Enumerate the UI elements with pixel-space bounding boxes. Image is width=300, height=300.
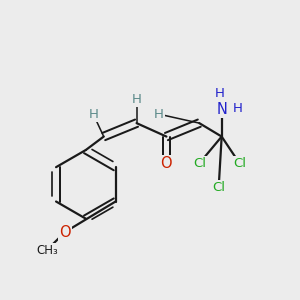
Text: H: H	[132, 93, 142, 106]
Text: O: O	[59, 225, 71, 240]
Text: CH₃: CH₃	[36, 244, 58, 256]
Text: O: O	[160, 156, 172, 171]
Text: Cl: Cl	[233, 157, 246, 170]
Text: H: H	[233, 102, 243, 115]
Text: N: N	[216, 102, 227, 117]
Text: H: H	[215, 87, 225, 100]
Text: H: H	[154, 108, 164, 121]
Text: H: H	[88, 108, 98, 121]
Text: Cl: Cl	[193, 157, 206, 170]
Text: Cl: Cl	[212, 181, 225, 194]
